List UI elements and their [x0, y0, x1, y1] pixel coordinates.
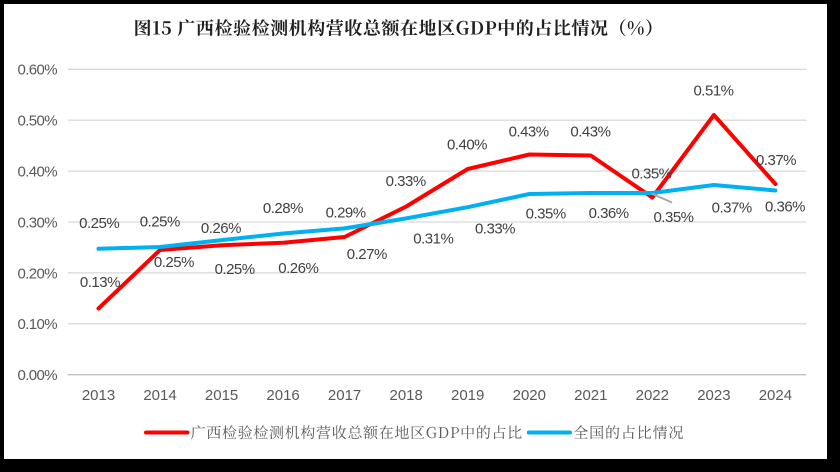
svg-text:0.33%: 0.33% [386, 173, 426, 190]
svg-text:0.43%: 0.43% [570, 123, 610, 140]
svg-text:0.26%: 0.26% [278, 260, 318, 277]
svg-text:0.37%: 0.37% [712, 200, 752, 217]
svg-text:0.28%: 0.28% [263, 200, 303, 217]
svg-text:0.40%: 0.40% [447, 137, 487, 154]
svg-text:2015: 2015 [205, 387, 238, 404]
svg-text:2013: 2013 [82, 387, 115, 404]
svg-text:0.00%: 0.00% [17, 367, 57, 384]
svg-text:0.26%: 0.26% [201, 220, 241, 237]
svg-text:0.30%: 0.30% [17, 214, 57, 231]
svg-text:0.20%: 0.20% [17, 265, 57, 282]
svg-text:0.25%: 0.25% [140, 214, 180, 231]
svg-text:2016: 2016 [266, 387, 299, 404]
svg-text:0.36%: 0.36% [765, 198, 805, 215]
svg-text:0.31%: 0.31% [413, 230, 453, 247]
svg-text:2023: 2023 [697, 387, 730, 404]
svg-text:2020: 2020 [513, 387, 546, 404]
svg-text:0.50%: 0.50% [17, 113, 57, 130]
svg-text:0.29%: 0.29% [326, 205, 366, 222]
svg-text:2014: 2014 [143, 387, 176, 404]
svg-text:0.43%: 0.43% [509, 123, 549, 140]
svg-text:0.25%: 0.25% [79, 215, 119, 232]
svg-text:2024: 2024 [759, 387, 792, 404]
svg-text:0.40%: 0.40% [17, 164, 57, 181]
svg-text:2017: 2017 [328, 387, 361, 404]
svg-text:0.10%: 0.10% [17, 316, 57, 333]
svg-text:2022: 2022 [636, 387, 669, 404]
svg-text:0.37%: 0.37% [756, 152, 796, 169]
svg-text:0.27%: 0.27% [347, 246, 387, 263]
svg-text:0.25%: 0.25% [154, 254, 194, 271]
svg-text:2018: 2018 [390, 387, 423, 404]
svg-text:0.36%: 0.36% [589, 205, 629, 222]
svg-text:0.35%: 0.35% [631, 165, 671, 182]
svg-text:0.33%: 0.33% [475, 220, 515, 237]
svg-text:2021: 2021 [574, 387, 607, 404]
svg-text:0.13%: 0.13% [80, 274, 120, 291]
svg-text:0.60%: 0.60% [17, 62, 57, 79]
svg-text:0.25%: 0.25% [215, 261, 255, 278]
svg-text:0.51%: 0.51% [693, 82, 733, 99]
svg-text:0.35%: 0.35% [526, 205, 566, 222]
svg-text:0.35%: 0.35% [653, 209, 693, 226]
svg-text:2019: 2019 [451, 387, 484, 404]
